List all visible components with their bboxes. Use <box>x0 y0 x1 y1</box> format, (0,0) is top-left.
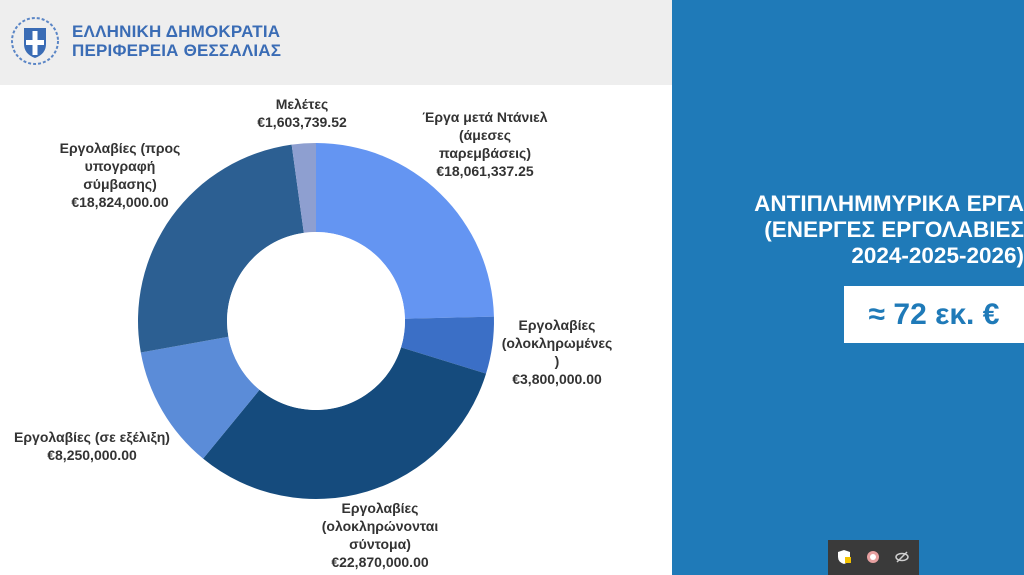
panel-title-line2: (ΕΝΕΡΓΕΣ ΕΡΓΟΛΑΒΙΕΣ <box>764 217 1024 242</box>
eye-off-icon[interactable] <box>894 549 910 565</box>
panel-title-line1: ΑΝΤΙΠΛΗΜΜΥΡΙΚΑ ΕΡΓΑ <box>754 191 1024 216</box>
greek-coat-of-arms-icon <box>11 17 59 65</box>
donut-slice-5 <box>291 143 316 233</box>
title-panel: ΑΝΤΙΠΛΗΜΜΥΡΙΚΑ ΕΡΓΑ (ΕΝΕΡΓΕΣ ΕΡΓΟΛΑΒΙΕΣ … <box>672 0 1024 575</box>
donut-slice-0 <box>316 143 494 319</box>
slice-label-4: Εργολαβίες (προς υπογραφή σύμβασης) €18,824… <box>60 140 181 210</box>
donut-hole <box>227 232 405 410</box>
donut-slice-4 <box>138 144 304 353</box>
slice-label-2: Εργολαβίες (ολοκληρώνονται σύντομα) €22,870… <box>322 500 439 570</box>
slice-label-3: Εργολαβίες (σε εξέλιξη) €8,250,000.00 <box>14 429 170 463</box>
slice-label-5: Μελέτες €1,603,739.52 <box>257 96 347 130</box>
header-bar: ΕΛΛΗΝΙΚΗ ΔΗΜΟΚΡΑΤΙΑ ΠΕΡΙΦΕΡΕΙΑ ΘΕΣΣΑΛΙΑΣ <box>0 0 672 85</box>
network-icon[interactable] <box>865 549 881 565</box>
donut-slice-3 <box>140 336 260 459</box>
total-amount-box: ≈ 72 εκ. € <box>844 286 1024 343</box>
org-name-line2: ΠΕΡΙΦΕΡΕΙΑ ΘΕΣΣΑΛΙΑΣ <box>72 41 282 60</box>
donut-chart: Έργα μετά Ντάνιελ (άμεσες παρεμβάσεις) €18,… <box>0 85 672 575</box>
donut-slice-1 <box>401 316 494 374</box>
slice-label-1: Εργολαβίες (ολοκληρωμένες) €3,800,000.00 <box>502 317 613 387</box>
system-tray <box>828 540 919 575</box>
donut-chart-svg: Έργα μετά Ντάνιελ (άμεσες παρεμβάσεις) €18,… <box>14 96 613 570</box>
total-amount: ≈ 72 εκ. € <box>868 297 1000 331</box>
slice-label-0: Έργα μετά Ντάνιελ (άμεσες παρεμβάσεις) €18,… <box>422 109 547 179</box>
shield-icon[interactable] <box>836 549 852 565</box>
donut-slice-2 <box>203 347 487 499</box>
panel-title-line3: 2024-2025-2026) <box>851 243 1024 268</box>
org-name-line1: ΕΛΛΗΝΙΚΗ ΔΗΜΟΚΡΑΤΙΑ <box>72 22 281 41</box>
